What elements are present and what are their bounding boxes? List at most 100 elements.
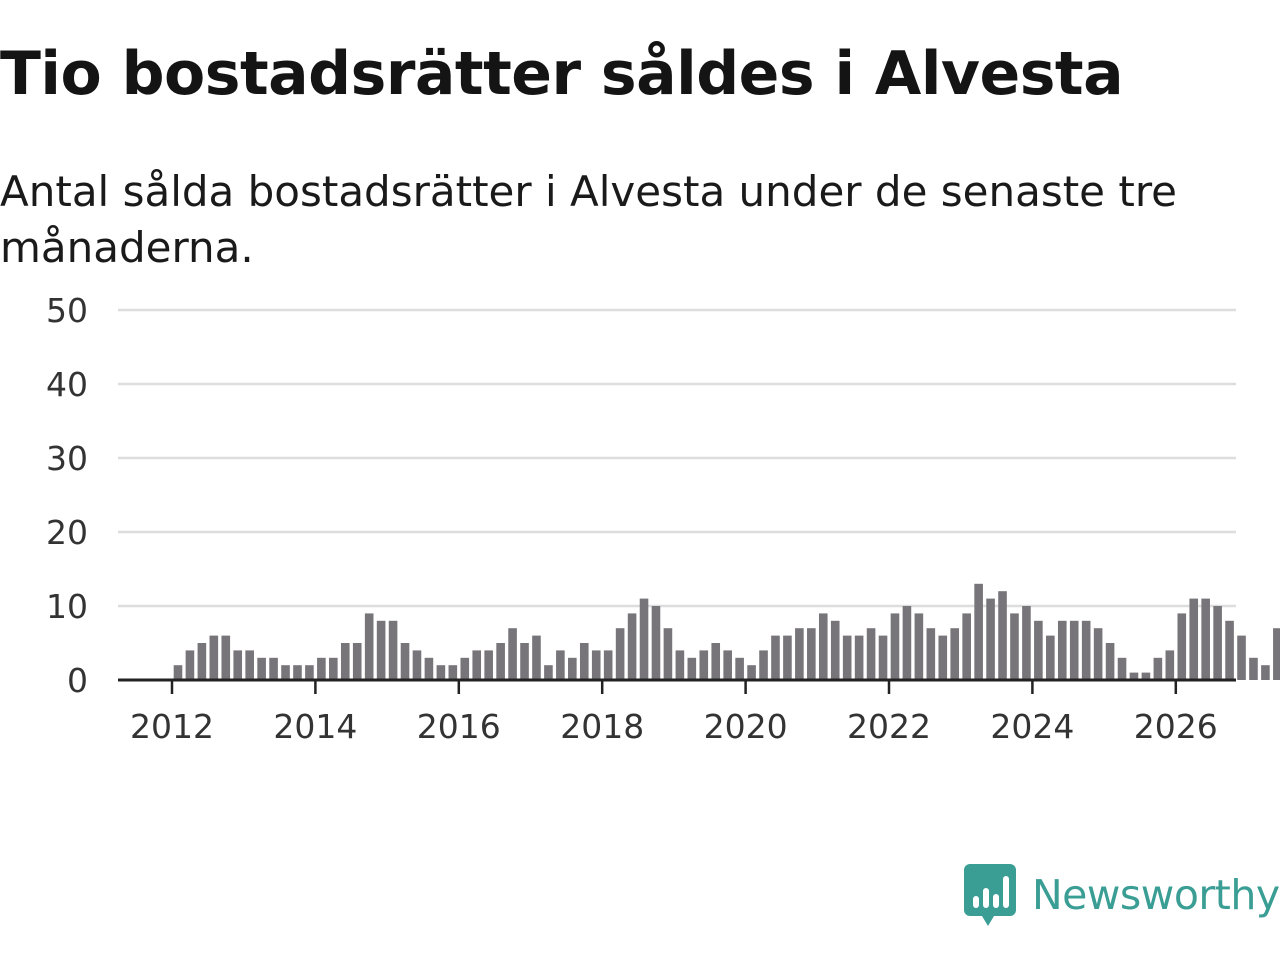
bar bbox=[173, 665, 183, 680]
bar bbox=[735, 657, 744, 680]
bar bbox=[1249, 657, 1258, 680]
bar bbox=[627, 613, 637, 680]
bar bbox=[926, 628, 936, 680]
bar bbox=[1129, 672, 1139, 680]
bar bbox=[568, 657, 577, 680]
bar bbox=[663, 628, 673, 680]
bar bbox=[1010, 613, 1019, 680]
bar bbox=[508, 628, 517, 680]
bar bbox=[651, 606, 661, 680]
bar bbox=[830, 620, 840, 680]
x-tick-label: 2016 bbox=[417, 707, 501, 746]
bar bbox=[878, 635, 888, 680]
bar bbox=[1177, 613, 1187, 680]
bar bbox=[759, 650, 768, 680]
bar bbox=[1046, 635, 1055, 680]
bar bbox=[544, 665, 553, 680]
x-tick-label: 2014 bbox=[273, 707, 357, 746]
bar bbox=[376, 620, 386, 680]
bar bbox=[305, 665, 314, 680]
bar bbox=[520, 643, 529, 680]
bar bbox=[185, 650, 195, 680]
bar bbox=[986, 598, 995, 680]
y-tick-label: 40 bbox=[46, 365, 88, 404]
bar bbox=[1069, 620, 1079, 680]
bar bbox=[1105, 643, 1115, 680]
x-tick-label: 2022 bbox=[847, 707, 931, 746]
bar bbox=[591, 650, 601, 680]
bar bbox=[340, 643, 350, 680]
bar bbox=[1213, 606, 1222, 680]
bar bbox=[603, 650, 613, 680]
bar bbox=[293, 665, 302, 680]
bar bbox=[436, 665, 446, 680]
y-tick-label: 20 bbox=[46, 513, 88, 552]
bar bbox=[364, 613, 374, 680]
bar bbox=[807, 628, 816, 680]
bar bbox=[639, 598, 649, 680]
chart-title: Tio bostadsrätter såldes i Alvesta bbox=[0, 39, 1124, 109]
bar bbox=[723, 650, 732, 680]
x-axis-ticks: 2012 2014 2016 2018 2020 2022 2024 2026 bbox=[130, 680, 1218, 746]
bar bbox=[460, 657, 470, 680]
y-tick-label: 30 bbox=[46, 439, 88, 478]
newsworthy-logo: Newsworthy bbox=[964, 862, 1280, 928]
bar bbox=[1022, 606, 1031, 680]
x-tick-label: 2026 bbox=[1134, 707, 1218, 746]
bar bbox=[233, 650, 243, 680]
bar bbox=[1057, 620, 1067, 680]
chart-subtitle: Antal sålda bostadsrätter i Alvesta unde… bbox=[0, 167, 1178, 272]
bar bbox=[245, 650, 254, 680]
newsworthy-logo-text: Newsworthy bbox=[1032, 871, 1280, 919]
bar bbox=[1117, 657, 1127, 680]
bar bbox=[472, 650, 482, 680]
bar bbox=[388, 620, 398, 680]
bar bbox=[795, 628, 804, 680]
bar bbox=[711, 643, 721, 680]
x-tick-label: 2020 bbox=[704, 707, 788, 746]
bar bbox=[448, 665, 458, 680]
bar bbox=[675, 650, 685, 680]
bar bbox=[1189, 598, 1199, 680]
bar bbox=[783, 635, 792, 680]
bar bbox=[221, 635, 231, 680]
bar bbox=[1225, 620, 1234, 680]
y-tick-label: 10 bbox=[46, 587, 88, 626]
bar bbox=[484, 650, 493, 680]
bar bbox=[269, 657, 278, 680]
bar bbox=[496, 643, 505, 680]
bar bbox=[197, 643, 207, 680]
bar bbox=[902, 606, 912, 680]
bar bbox=[352, 643, 362, 680]
bar bbox=[699, 650, 709, 680]
x-tick-label: 2012 bbox=[130, 707, 214, 746]
y-axis-ticks: 0 10 20 30 40 50 bbox=[46, 291, 88, 700]
bar bbox=[209, 635, 219, 680]
bar bbox=[1141, 672, 1151, 680]
bar bbox=[412, 650, 422, 680]
bar bbox=[424, 657, 434, 680]
bar bbox=[914, 613, 924, 680]
bar bbox=[747, 665, 756, 680]
bars bbox=[173, 583, 1280, 680]
bar bbox=[950, 628, 960, 680]
bar bbox=[938, 635, 948, 680]
bar bbox=[329, 657, 338, 680]
bar bbox=[532, 635, 541, 680]
bar bbox=[1093, 628, 1103, 680]
y-tick-label: 0 bbox=[67, 661, 88, 700]
bar bbox=[1273, 628, 1280, 680]
bar bbox=[615, 628, 625, 680]
bar bbox=[1165, 650, 1175, 680]
bar bbox=[317, 657, 326, 680]
newsworthy-logo-icon bbox=[964, 864, 1016, 926]
bar bbox=[1153, 657, 1163, 680]
bar bbox=[257, 657, 266, 680]
bar bbox=[1034, 620, 1043, 680]
bar-chart: 0 10 20 30 40 50 2012 2014 2016 2018 2020 2022 2024… bbox=[46, 291, 1280, 746]
bar bbox=[866, 628, 876, 680]
bar bbox=[771, 635, 780, 680]
x-tick-label: 2024 bbox=[990, 707, 1074, 746]
bar bbox=[1081, 620, 1091, 680]
bar bbox=[579, 643, 589, 680]
